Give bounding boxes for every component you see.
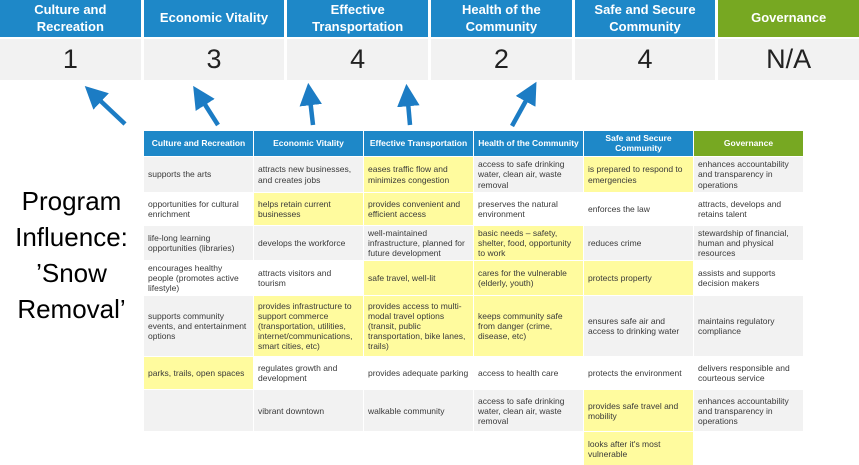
matrix-cell-r1-governance: enhances accountability and transparency… [693,156,804,193]
summary-score-culture-and-recreation: 1 [0,39,141,80]
matrix-cell-r3-health-of-the-community: basic needs – safety, shelter, food, opp… [473,224,584,262]
matrix-cell-r3-effective-transportation: well-maintained infrastructure, planned … [363,224,474,262]
matrix-cell-r4-health-of-the-community: cares for the vulnerable (elderly, youth… [473,260,584,297]
summary-score-health-of-the-community: 2 [431,39,572,80]
matrix-row-3: life-long learning opportunities (librar… [143,224,804,262]
matrix-cell-r5-effective-transportation: provides access to multi-modal travel op… [363,295,474,358]
influence-matrix: Culture and Recreation Economic Vitality E… [143,130,804,465]
matrix-cell-r8-governance [693,431,804,465]
matrix-cell-r5-health-of-the-community: keeps community safe from danger (crime,… [473,295,584,358]
score-arrows [84,81,537,128]
matrix-cell-r4-governance: assists and supports decision makers [693,260,804,297]
summary-score-effective-transportation: 4 [287,39,428,80]
matrix-cell-r8-effective-transportation [363,431,474,465]
program-title: Program Influence: ’Snow Removal’ [15,186,128,324]
matrix-cell-r7-safe-and-secure-community: provides safe travel and mobility [583,389,694,433]
matrix-cell-r4-economic-vitality: attracts visitors and tourism [253,260,364,297]
summary-header-governance: Governance [718,0,859,37]
matrix-row-2: opportunities for cultural enrichment hel… [143,192,804,226]
matrix-header-culture-and-recreation: Culture and Recreation [143,130,254,157]
matrix-cell-r5-economic-vitality: provides infrastructure to support comme… [253,295,364,358]
matrix-cell-r7-health-of-the-community: access to safe drinking water, clean air… [473,389,584,433]
matrix-cell-r2-governance: attracts, develops and retains talent [693,192,804,226]
matrix-cell-r4-safe-and-secure-community: protects property [583,260,694,297]
matrix-header-safe-and-secure-community: Safe and Secure Community [583,130,694,157]
matrix-header-governance: Governance [693,130,804,157]
summary-score-safe-and-secure-community: 4 [574,39,716,80]
matrix-row-5: supports community events, and entertain… [143,295,804,358]
matrix-cell-r2-culture-and-recreation: opportunities for cultural enrichment [143,192,254,226]
arrow-icon [193,85,220,127]
matrix-head: Culture and Recreation Economic Vitality E… [143,130,804,157]
matrix-cell-r5-culture-and-recreation: supports community events, and entertain… [143,295,254,358]
matrix-row-1: supports the arts attracts new businesses… [143,156,804,193]
arrow-icon [397,83,420,126]
matrix-cell-r2-safe-and-secure-community: enforces the law [583,192,694,226]
matrix-cell-r4-effective-transportation: safe travel, well-lit [363,260,474,297]
matrix-cell-r8-safe-and-secure-community: looks after it's most vulnerable [583,431,694,465]
matrix-cell-r5-safe-and-secure-community: ensures safe air and access to drinking … [583,295,694,358]
matrix-cell-r2-economic-vitality: helps retain current businesses [253,192,364,226]
matrix-header-health-of-the-community: Health of the Community [473,130,584,157]
matrix-cell-r2-effective-transportation: provides convenient and efficient access [363,192,474,226]
matrix-cell-r8-health-of-the-community [473,431,584,465]
matrix-cell-r1-economic-vitality: attracts new businesses, and creates job… [253,156,364,193]
summary-scorecard: Culture and Recreation Economic Vitality… [0,0,859,80]
summary-header-culture-and-recreation: Culture and Recreation [0,0,141,37]
summary-header-economic-vitality: Economic Vitality [143,0,285,37]
matrix-cell-r1-safe-and-secure-community: is prepared to respond to emergencies [583,156,694,193]
matrix-cell-r3-governance: stewardship of financial, human and phys… [693,224,804,262]
matrix-cell-r5-governance: maintains regulatory compliance [693,295,804,358]
arrow-icon [84,86,127,126]
matrix-cell-r7-effective-transportation: walkable community [363,389,474,433]
matrix-cell-r3-culture-and-recreation: life-long learning opportunities (librar… [143,224,254,262]
summary-header-safe-and-secure-community: Safe and Secure Community [574,0,716,37]
matrix-cell-r3-economic-vitality: develops the workforce [253,224,364,262]
matrix-cell-r2-health-of-the-community: preserves the natural environment [473,192,584,226]
matrix-cell-r7-governance: enhances accountability and transparency… [693,389,804,433]
summary-header-effective-transportation: Effective Transportation [287,0,428,37]
matrix-cell-r8-economic-vitality [253,431,364,465]
matrix-row-4: encourages healthy people (promotes acti… [143,260,804,297]
matrix-cell-r7-economic-vitality: vibrant downtown [253,389,364,433]
matrix-cell-r1-effective-transportation: eases traffic flow and minimizes congest… [363,156,474,193]
matrix-cell-r1-health-of-the-community: access to safe drinking water, clean air… [473,156,584,193]
matrix-cell-r6-effective-transportation: provides adequate parking [363,356,474,391]
matrix-cell-r8-culture-and-recreation [143,431,254,465]
matrix-cell-r4-culture-and-recreation: encourages healthy people (promotes acti… [143,260,254,297]
matrix-cell-r6-governance: delivers responsible and courteous servi… [693,356,804,391]
influence-matrix-wrap: Culture and Recreation Economic Vitality E… [143,130,804,465]
arrow-icon [299,82,322,126]
matrix-header-economic-vitality: Economic Vitality [253,130,364,157]
matrix-cell-r3-safe-and-secure-community: reduces crime [583,224,694,262]
summary-score-economic-vitality: 3 [143,39,285,80]
matrix-cell-r6-health-of-the-community: access to health care [473,356,584,391]
matrix-cell-r6-culture-and-recreation: parks, trails, open spaces [143,356,254,391]
matrix-body: supports the arts attracts new businesses… [143,156,804,465]
summary-header-health-of-the-community: Health of the Community [431,0,572,37]
matrix-cell-r6-economic-vitality: regulates growth and development [253,356,364,391]
matrix-cell-r7-culture-and-recreation [143,389,254,433]
matrix-cell-r6-safe-and-secure-community: protects the environment [583,356,694,391]
summary-score-governance: N/A [718,39,859,80]
matrix-row-8: looks after it's most vulnerable [143,431,804,465]
matrix-row-6: parks, trails, open spaces regulates grow… [143,356,804,391]
matrix-row-7: vibrant downtown walkable community access… [143,389,804,433]
arrow-icon [510,81,537,128]
matrix-header-effective-transportation: Effective Transportation [363,130,474,157]
matrix-cell-r1-culture-and-recreation: supports the arts [143,156,254,193]
